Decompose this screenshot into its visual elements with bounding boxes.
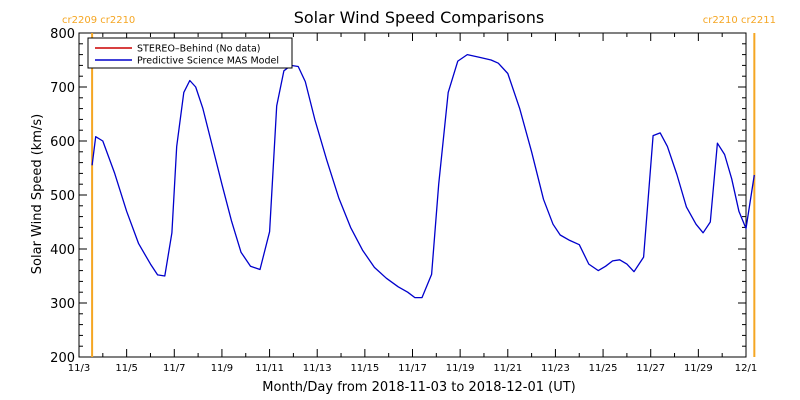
- y-axis: 200 300 400 500 600 700 800: [50, 27, 746, 366]
- y-tick-label: 500: [50, 189, 75, 204]
- x-tick-label: 11/5: [115, 363, 137, 374]
- y-tick-label: 400: [50, 243, 75, 258]
- y-tick-label: 300: [50, 297, 75, 312]
- x-tick-label: 11/27: [636, 363, 665, 374]
- x-tick-label: 11/19: [446, 363, 475, 374]
- x-tick-label: 11/25: [589, 363, 618, 374]
- series-layer: [91, 53, 755, 299]
- x-tick-label: 11/9: [211, 363, 233, 374]
- x-tick-label: 11/11: [255, 363, 284, 374]
- x-tick-label: 12/1: [735, 363, 757, 374]
- carrington-rotation-labels: cr2209 cr2210 cr2210 cr2211: [62, 15, 776, 26]
- y-axis-label: Solar Wind Speed (km/s): [30, 114, 45, 274]
- series-line: [91, 53, 755, 299]
- x-tick-label: 11/15: [350, 363, 379, 374]
- y-tick-label: 700: [50, 81, 75, 96]
- carrington-rotation-lines: [91, 33, 756, 357]
- y-tick-label: 800: [50, 27, 75, 42]
- legend-box: [87, 37, 293, 69]
- x-tick-label: 11/23: [541, 363, 570, 374]
- x-tick-label: 11/7: [163, 363, 185, 374]
- x-axis-label: Month/Day from 2018-11-03 to 2018-12-01 …: [262, 380, 575, 395]
- y-tick-label: 200: [50, 351, 75, 366]
- x-tick-label: 11/21: [493, 363, 522, 374]
- carrington-marker-label: cr2209 cr2210: [62, 15, 135, 26]
- y-tick-label: 600: [50, 135, 75, 150]
- legend: STEREO–Behind (No data)Predictive Scienc…: [87, 37, 293, 69]
- x-tick-label: 11/3: [68, 363, 90, 374]
- chart-title: Solar Wind Speed Comparisons: [294, 8, 545, 27]
- x-axis: 11/3 11/5 11/7 11/9 11/11 11/13 11/15 11/17 11/1…: [68, 33, 757, 374]
- legend-entry-label: Predictive Science MAS Model: [137, 56, 279, 67]
- plot-frame: [78, 32, 747, 358]
- x-tick-label: 11/13: [303, 363, 332, 374]
- x-tick-label: 11/29: [684, 363, 713, 374]
- x-tick-label: 11/17: [398, 363, 427, 374]
- carrington-marker-label: cr2210 cr2211: [703, 15, 776, 26]
- legend-entry-label: STEREO–Behind (No data): [137, 44, 261, 55]
